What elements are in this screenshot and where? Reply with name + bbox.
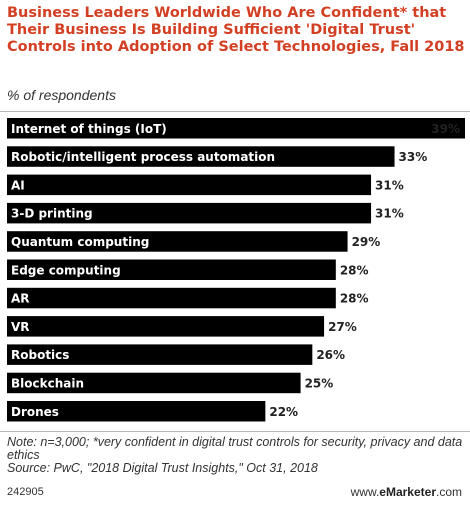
category-label-4: Quantum computing [11,235,149,249]
value-label-1: 33% [399,150,428,164]
bar-3 [7,202,372,224]
value-label-10: 22% [269,405,298,419]
category-label-1: Robotic/intelligent process automation [11,150,275,164]
bar-1 [7,146,395,167]
value-label-4: 29% [352,235,381,249]
bar-4 [7,231,348,252]
brand-prefix: www. [350,485,380,499]
value-label-5: 28% [340,263,369,277]
value-label-6: 28% [340,292,369,306]
category-label-3: 3-D printing [11,207,93,221]
category-label-0: Internet of things (IoT) [11,122,167,136]
note-text: Note: n=3,000; *very confident in digita… [7,435,463,462]
category-label-2: AI [11,178,25,192]
category-label-8: Robotics [11,348,69,362]
bar-7 [7,316,325,337]
chart-title: Business Leaders Worldwide Who Are Confi… [7,5,465,55]
value-label-9: 25% [305,376,334,390]
chart-subtitle: % of respondents [7,87,116,103]
bar-6 [7,287,336,309]
value-label-2: 31% [375,178,404,192]
top-divider [0,111,470,112]
value-label-0: 39% [431,122,460,136]
brand-name: eMarketer [379,485,436,499]
category-label-10: Drones [11,405,59,419]
bar-9 [7,372,301,394]
bar-chart: Internet of things (IoT) 39% Robotic/intel… [7,118,465,422]
bar-2 [7,174,372,196]
category-label-5: Edge computing [11,263,121,277]
chart-notes: Note: n=3,000; *very confident in digita… [7,436,465,475]
brand-suffix: .com [435,485,462,499]
source-text: Source: PwC, "2018 Digital Trust Insight… [7,461,318,475]
value-label-3: 31% [375,207,404,221]
bar-0 [7,118,465,139]
bar-5 [7,259,336,280]
bar-8 [7,344,313,365]
value-label-8: 26% [316,348,345,362]
value-label-7: 27% [328,320,357,334]
emarketer-logo: www.eMarketer.com [351,485,462,499]
bottom-divider [0,431,470,432]
bar-10 [7,401,266,422]
category-label-6: AR [11,292,30,306]
category-label-7: VR [11,320,30,334]
chart-id: 242905 [7,486,44,498]
category-label-9: Blockchain [11,376,84,390]
